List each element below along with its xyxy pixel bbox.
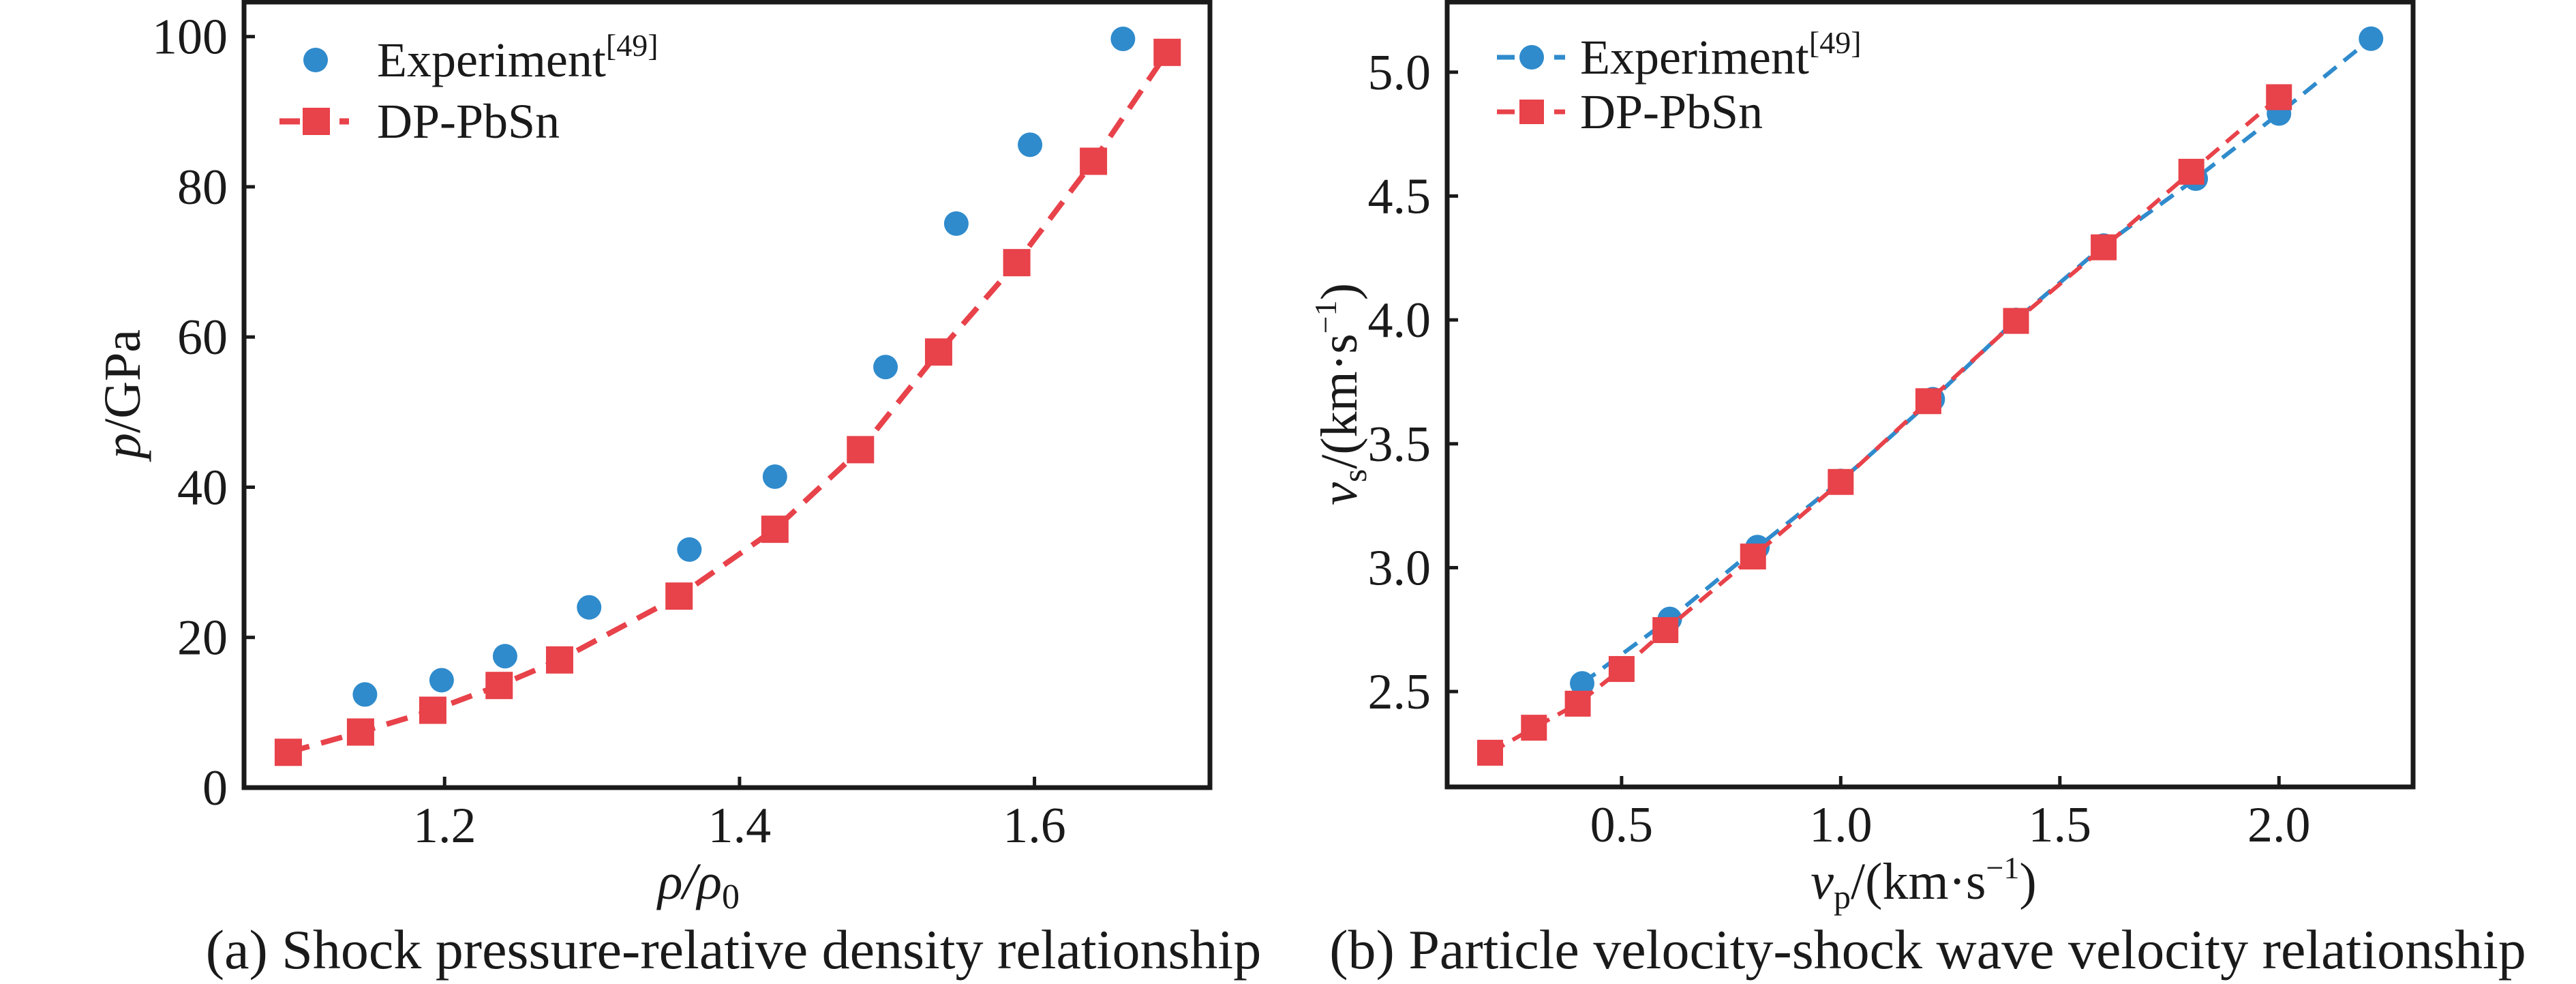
data-point <box>873 355 898 380</box>
data-point <box>2003 308 2029 334</box>
data-point <box>1153 38 1181 66</box>
data-point <box>665 582 693 610</box>
y-tick-label: 4.5 <box>1368 168 1431 224</box>
x-tick-label: 1.6 <box>1003 798 1066 854</box>
series-experiment <box>352 26 1136 707</box>
panel-a-y-axis-label: p/GPa <box>94 329 151 462</box>
legend-experiment-label: Experiment[49] <box>1580 25 1862 85</box>
x-tick-label: 1.2 <box>413 798 476 854</box>
data-point <box>2091 234 2117 260</box>
panel-b-y-axis-label: vs/(km·s−1) <box>1308 283 1374 505</box>
data-point <box>492 644 517 669</box>
panel-b-plot-frame <box>1444 0 2416 790</box>
x-tick-label: 0.5 <box>1590 797 1654 853</box>
data-point <box>274 739 302 766</box>
data-point <box>677 537 702 562</box>
data-point <box>1652 617 1679 644</box>
legend-experiment-marker-icon <box>303 48 328 72</box>
y-tick-label: 60 <box>177 310 228 366</box>
y-tick-label: 3.0 <box>1368 540 1431 596</box>
panel-b-legend: Experiment[49] DP-PbSn <box>1497 25 1862 139</box>
panel-b-velocity-chart: 0.5 1.0 1.5 2.0 2.5 3.0 3.5 4.0 4.5 5.0 vs/(km·s−… <box>1308 0 2526 981</box>
x-tick-label: 2.0 <box>2247 797 2311 853</box>
panel-a-pressure-density-chart: 1.2 1.4 1.6 0 20 40 60 80 100 p/GPa ρ/ρ0 Experim… <box>94 0 1261 981</box>
series-line <box>1489 95 2281 755</box>
panel-b-caption: (b) Particle velocity-shock wave velocit… <box>1329 919 2526 981</box>
data-point <box>1740 543 1766 570</box>
panel-a-caption: (a) Shock pressure-relative density rela… <box>206 919 1261 981</box>
data-point <box>847 436 875 464</box>
data-point <box>429 668 454 693</box>
y-tick-label: 3.5 <box>1368 417 1431 473</box>
x-tick-label: 1.5 <box>2029 797 2092 853</box>
data-point <box>346 718 374 746</box>
data-point <box>419 696 446 724</box>
series-dp-pbsn <box>1477 84 2292 766</box>
panel-a-data-marks <box>274 26 1181 766</box>
panel-a-legend: Experiment[49] DP-PbSn <box>279 28 658 149</box>
series-line <box>287 50 1170 756</box>
data-point <box>577 595 602 620</box>
data-point <box>1564 690 1591 717</box>
legend-dp-label: DP-PbSn <box>377 94 560 149</box>
data-point <box>943 211 969 236</box>
data-point <box>1521 715 1547 741</box>
panel-b-x-axis-label: vp/(km·s−1) <box>1810 850 2036 916</box>
data-point <box>1608 656 1635 683</box>
data-point <box>924 338 952 366</box>
series-dp-pbsn <box>274 38 1181 766</box>
data-point <box>545 646 573 674</box>
series-line <box>1581 37 2373 685</box>
data-point <box>1018 132 1043 158</box>
legend-dp-marker-icon <box>303 108 330 135</box>
data-point <box>2178 158 2204 185</box>
data-point <box>2359 26 2384 51</box>
panel-a-plot-frame <box>241 0 1213 790</box>
data-point <box>1003 249 1031 277</box>
data-point <box>1828 468 1854 495</box>
data-point <box>1570 671 1595 696</box>
panel-b-data-marks <box>1477 26 2384 766</box>
x-tick-label: 1.4 <box>708 798 772 854</box>
y-tick-label: 0 <box>202 760 228 816</box>
data-point <box>2266 84 2292 110</box>
legend-experiment-label: Experiment[49] <box>377 28 658 87</box>
data-point <box>761 516 789 543</box>
data-point <box>1080 147 1108 175</box>
y-tick-label: 20 <box>177 610 228 666</box>
panel-b-ticks: 0.5 1.0 1.5 2.0 2.5 3.0 3.5 4.0 4.5 5.0 <box>1368 45 2311 853</box>
legend-dp-marker-icon <box>1519 100 1544 124</box>
y-tick-label: 100 <box>152 10 228 65</box>
y-tick-label: 5.0 <box>1368 45 1431 101</box>
y-tick-label: 40 <box>177 460 228 516</box>
data-point <box>762 464 787 490</box>
x-tick-label: 1.0 <box>1809 797 1873 853</box>
y-tick-label: 80 <box>177 160 228 215</box>
data-point <box>1110 26 1136 51</box>
y-tick-label: 4.0 <box>1368 293 1431 348</box>
panel-a-ticks: 1.2 1.4 1.6 0 20 40 60 80 100 <box>152 10 1066 854</box>
y-tick-label: 2.5 <box>1368 664 1431 720</box>
data-point <box>1915 388 1941 415</box>
data-point <box>485 672 513 700</box>
legend-dp-label: DP-PbSn <box>1580 85 1763 139</box>
panel-a-x-axis-label: ρ/ρ0 <box>656 853 740 916</box>
legend-experiment-marker-icon <box>1519 45 1544 70</box>
data-point <box>1477 739 1504 766</box>
data-point <box>352 682 378 707</box>
